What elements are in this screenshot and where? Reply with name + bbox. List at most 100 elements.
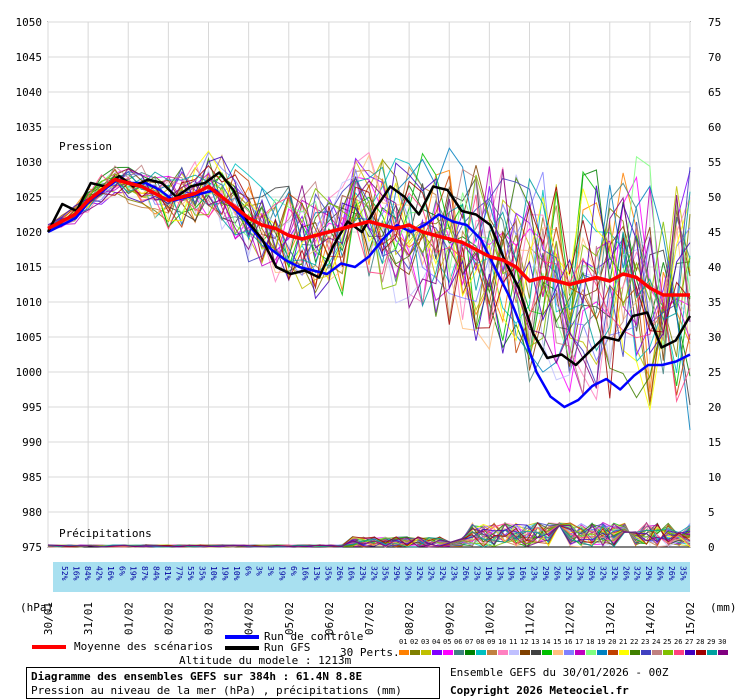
x-tick-label: 30/01 [42,602,55,635]
precip-probability-value: 23% [530,566,539,581]
precip-probability-value: 35% [197,566,206,581]
precip-probability-value: 23% [358,566,367,581]
precip-probability-value: 10% [209,566,218,581]
perturbation-legend-id: 12 [520,638,529,646]
legend-gfs-label: Run GFS [264,641,311,654]
precip-probability-value: 35% [381,566,390,581]
precip-probability-value: 16% [71,566,80,581]
precip-probability-value: 10% [232,566,241,581]
perturbation-legend-id: 01 [399,638,408,646]
perturbation-legend-id: 29 [707,638,716,646]
legend-control-swatch [225,635,259,639]
precip-tick-label: 5 [708,506,715,519]
perturbation-legend-swatch [520,650,530,655]
precip-probability-value: 35% [323,566,332,581]
precip-probability-value: 77% [175,566,184,581]
perturbation-legend-swatch [432,650,442,655]
chart-grid [47,21,691,548]
perturbation-legend-id: 03 [421,638,430,646]
precip-probability-value: 16% [346,566,355,581]
perturbation-line [47,169,691,392]
chart-title: Diagramme des ensembles GEFS sur 384h : … [31,670,363,683]
perturbation-legend-swatch [531,650,541,655]
perturbation-legend-swatch [498,650,508,655]
perturbation-legend-swatch [421,650,431,655]
pressure-label: Pression [59,140,112,153]
perturbation-line [47,165,691,399]
legend-mean-swatch [32,645,66,649]
perturbation-legend-id: 23 [641,638,650,646]
chart-axes: 9759809859909951000100510101015102010251… [16,16,722,635]
pressure-tick-label: 975 [22,541,42,554]
precip-probability-value: 19% [484,566,493,581]
pressure-tick-label: 990 [22,436,42,449]
pressure-tick-label: 1035 [16,121,43,134]
perturbation-legend-id: 26 [674,638,683,646]
perturbation-line [47,166,691,352]
precip-probability-value: 26% [553,566,562,581]
perturbation-legend-swatch [410,650,420,655]
precip-tick-label: 0 [708,541,715,554]
perturbation-legend-swatch [575,650,585,655]
precip-bars [47,521,691,548]
x-tick-label: 04/02 [243,602,256,635]
x-tick-label: 15/02 [684,602,697,635]
perturbation-legend-swatch [663,650,673,655]
precip-tick-label: 25 [708,366,721,379]
chart-subtitle: Pression au niveau de la mer (hPa) , pré… [31,684,402,697]
pressure-tick-label: 995 [22,401,42,414]
perturbation-legend-id: 13 [531,638,540,646]
precip-probability-value: 32% [427,566,436,581]
precip-probability-value: 26% [587,566,596,581]
precip-probability-value: 55% [186,566,195,581]
perturbation-line [47,153,691,353]
pressure-tick-label: 980 [22,506,42,519]
perturbation-legend-id: 08 [476,638,485,646]
x-tick-label: 07/02 [363,602,376,635]
precip-line [47,523,691,548]
precip-probability-value: 16% [518,566,527,581]
precip-probability-value: 26% [461,566,470,581]
pressure-tick-label: 1010 [16,296,43,309]
precip-tick-label: 40 [708,261,721,274]
perturbation-legend-id: 09 [487,638,496,646]
perturbation-legend: 01 02 03 04 05 06 07 08 09 10 11 12 13 14 15 16 17 18 19 20… [399,638,729,658]
perturbation-legend-swatch [641,650,651,655]
x-tick-label: 11/02 [524,602,537,635]
perturbation-legend-id: 05 [443,638,452,646]
perturbation-legend-id: 04 [432,638,441,646]
precip-tick-label: 35 [708,296,721,309]
perturbation-legend-swatch [619,650,629,655]
perturbation-legend-id: 19 [597,638,606,646]
control-series-line [47,178,691,409]
perturbation-legend-swatch [454,650,464,655]
x-tick-label: 14/02 [644,602,657,635]
x-tick-label: 12/02 [564,602,577,635]
precip-tick-label: 60 [708,121,721,134]
pressure-tick-label: 1005 [16,331,43,344]
precip-probability-value: 32% [610,566,619,581]
perturbation-legend-swatch [674,650,684,655]
perturbation-legend-swatch [718,650,728,655]
precip-probability-value: 19% [220,566,229,581]
precip-tick-label: 15 [708,436,721,449]
legend-mean-label: Moyenne des scénarios [74,640,214,653]
perturbation-legend-swatch [564,650,574,655]
precip-probability-value: 26% [335,566,344,581]
precip-probability-value: 19% [507,566,516,581]
precip-probability-value: 29% [644,566,653,581]
precip-probability-value: 42% [94,566,103,581]
x-tick-label: 02/02 [162,602,175,635]
precip-probability-value: 6% [289,566,298,576]
precip-probability-value: 19% [129,566,138,581]
perturbation-legend-id: 06 [454,638,463,646]
precip-label: Précipitations [59,527,152,540]
precip-tick-label: 20 [708,401,721,414]
legend-gfs-swatch [225,646,259,650]
perturbation-legend-swatch [443,650,453,655]
precip-probability-value: 26% [667,566,676,581]
precip-probability-value: 16% [106,566,115,581]
perturbation-legend-swatch [685,650,695,655]
precip-probability-value: 32% [415,566,424,581]
